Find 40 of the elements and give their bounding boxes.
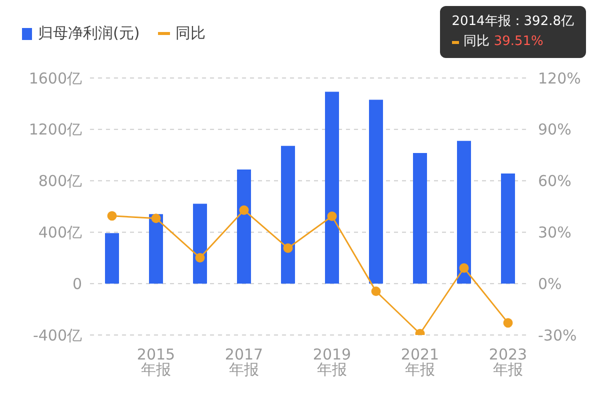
- x-tick-label: 2019 年报: [312, 346, 352, 379]
- y-tick-label: -400亿: [32, 326, 82, 344]
- y-tick-label: 400亿: [38, 224, 82, 242]
- point: [371, 286, 381, 296]
- text: 2014年报：392.8亿: [452, 13, 574, 31]
- y2-tick-label: 60%: [538, 172, 572, 190]
- point: [503, 318, 513, 328]
- legend-label: 归母净利润(元): [38, 24, 140, 43]
- text: 同比 39.51%: [464, 33, 544, 51]
- y2-tick-label: 90%: [538, 120, 572, 139]
- bar: [237, 169, 251, 284]
- y2-tick-label: -30%: [538, 326, 577, 344]
- y-tick-label: 800亿: [38, 172, 82, 190]
- y-tick-label: 0: [72, 274, 82, 293]
- x-tick-label: 2015 年报: [136, 346, 176, 379]
- y2-tick-label: 30%: [538, 224, 572, 242]
- bar: [105, 233, 119, 284]
- x-tick-label: 2017 年报: [224, 346, 264, 379]
- point: [151, 214, 161, 224]
- y2-tick-label: 0%: [538, 274, 562, 293]
- bar: [457, 140, 471, 284]
- point: [327, 212, 337, 222]
- y-tick-label: 1200亿: [28, 120, 82, 139]
- x-tick-label: 2021 年报: [400, 346, 440, 379]
- y-tick-label: 1600亿: [28, 69, 82, 88]
- legend-label: 同比: [176, 24, 206, 43]
- point: [239, 205, 249, 215]
- bar: [369, 100, 383, 284]
- point: [459, 263, 469, 273]
- bar: [413, 153, 427, 284]
- bar: [501, 173, 515, 284]
- point: [107, 211, 117, 221]
- bar: [325, 92, 339, 284]
- point: [195, 252, 205, 262]
- y2-tick-label: 120%: [538, 69, 581, 88]
- x-tick-label: 2023 年报: [488, 346, 528, 379]
- point: [283, 243, 293, 253]
- bar: [149, 214, 163, 284]
- bar: [281, 146, 295, 284]
- bar: [193, 204, 207, 284]
